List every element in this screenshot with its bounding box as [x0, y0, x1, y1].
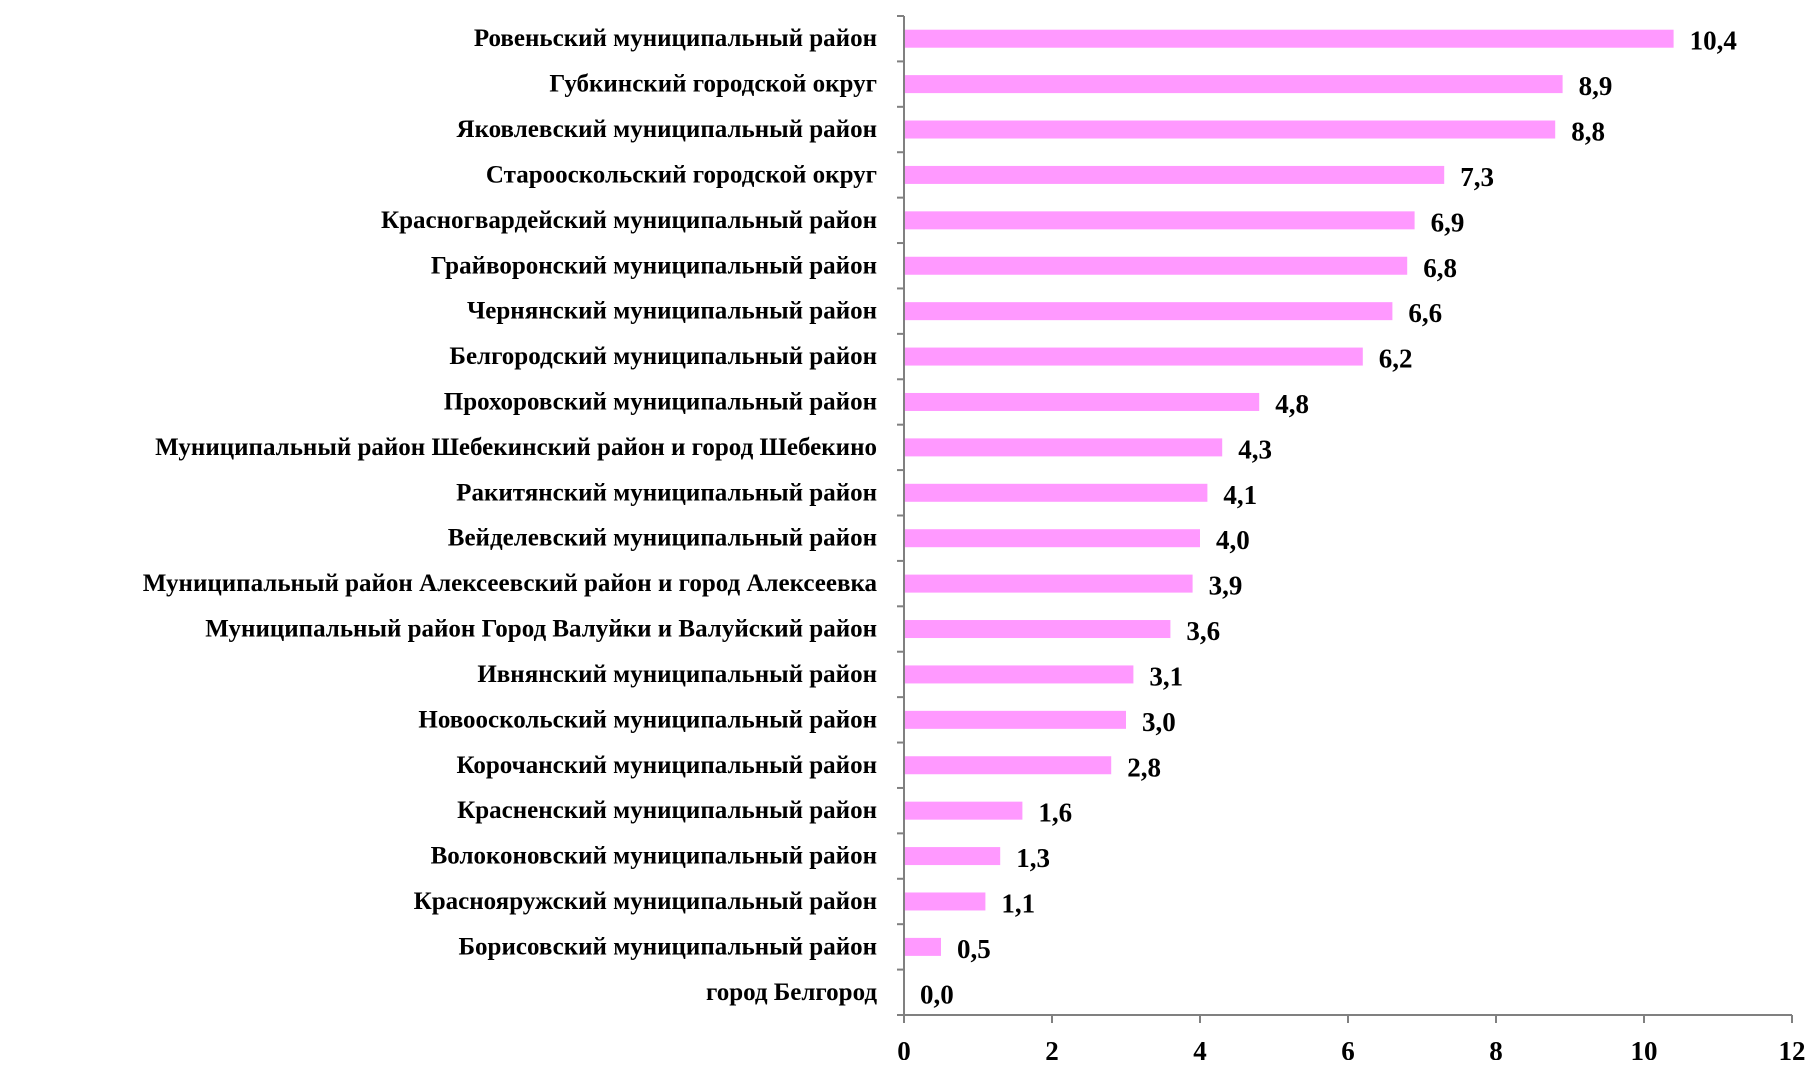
- category-label: Муниципальный район Алексеевский район и…: [143, 570, 878, 597]
- bar-21: [904, 937, 941, 956]
- bar-17: [904, 756, 1112, 775]
- category-labels-group: Ровеньский муниципальный район Губкинский…: [143, 25, 878, 1006]
- category-label: Красненский муниципальный район: [457, 797, 877, 824]
- bar-10: [904, 438, 1223, 457]
- category-label: Грайворонский муниципальный район: [431, 252, 877, 279]
- bar-8: [904, 347, 1363, 366]
- bar-15: [904, 665, 1134, 684]
- value-label: 1,3: [1016, 843, 1050, 873]
- value-label: 4,8: [1275, 389, 1309, 419]
- x-tick-label: 8: [1489, 1036, 1503, 1060]
- x-tick-label: 4: [1193, 1036, 1207, 1060]
- bar-16: [904, 710, 1126, 729]
- value-label: 6,6: [1408, 298, 1442, 328]
- axes-group: 0 2 4 6 8 10 12: [897, 15, 1806, 1065]
- category-label: Новооскольский муниципальный район: [418, 706, 877, 733]
- bar-3: [904, 120, 1556, 139]
- category-label: Муниципальный район Шебекинский район и …: [155, 434, 877, 461]
- bar-6: [904, 256, 1408, 275]
- value-label: 7,3: [1460, 162, 1494, 192]
- category-label: Белгородский муниципальный район: [449, 343, 877, 370]
- bar-2: [904, 75, 1563, 94]
- x-tick-label: 12: [1779, 1036, 1806, 1060]
- category-label: Прохоровский муниципальный район: [444, 388, 877, 415]
- category-label: Борисовский муниципальный район: [459, 933, 877, 960]
- value-label: 10,4: [1690, 26, 1737, 56]
- value-label: 6,8: [1423, 253, 1457, 283]
- value-label: 3,1: [1149, 661, 1183, 691]
- bar-4: [904, 165, 1445, 184]
- value-label: 0,5: [957, 934, 991, 964]
- category-label: Чернянский муниципальный район: [467, 298, 877, 325]
- bar-18: [904, 801, 1023, 820]
- value-label: 6,9: [1431, 207, 1465, 237]
- value-label: 3,0: [1142, 707, 1176, 737]
- category-label: Ивнянский муниципальный район: [477, 661, 877, 688]
- x-tick-label: 10: [1631, 1036, 1658, 1060]
- x-tick-label: 0: [897, 1036, 911, 1060]
- bar-9: [904, 392, 1260, 411]
- value-label: 0,0: [920, 979, 954, 1009]
- value-label: 1,6: [1038, 798, 1072, 828]
- bars-group: [904, 29, 1674, 956]
- value-label: 4,3: [1238, 434, 1272, 464]
- category-label: Волоконовский муниципальный район: [431, 843, 877, 870]
- bar-14: [904, 620, 1171, 639]
- value-label: 8,8: [1571, 117, 1605, 147]
- category-label: Яковлевский муниципальный район: [457, 116, 877, 143]
- bar-13: [904, 574, 1193, 593]
- x-tick-label: 6: [1341, 1036, 1355, 1060]
- value-label: 4,0: [1216, 525, 1250, 555]
- value-label: 1,1: [1001, 888, 1035, 918]
- category-label: Ракитянский муниципальный район: [456, 479, 877, 506]
- x-tick-label: 2: [1045, 1036, 1059, 1060]
- category-label: Корочанский муниципальный район: [456, 752, 877, 779]
- category-label: Губкинский городской округ: [549, 71, 877, 98]
- bar-5: [904, 211, 1415, 230]
- bar-1: [904, 29, 1674, 48]
- value-label: 8,9: [1579, 71, 1613, 101]
- bar-7: [904, 302, 1393, 321]
- category-label: город Белгород: [706, 979, 877, 1006]
- category-label: Муниципальный район Город Валуйки и Валу…: [205, 616, 877, 643]
- bar-19: [904, 847, 1001, 866]
- bar-12: [904, 529, 1200, 548]
- value-label: 3,9: [1209, 571, 1243, 601]
- value-label: 3,6: [1186, 616, 1220, 646]
- bar-11: [904, 483, 1208, 502]
- category-label: Красногвардейский муниципальный район: [381, 207, 877, 234]
- value-labels-group: 10,4 8,9 8,8 7,3 6,9 6,8 6,6 6,2 4,84,3 4,1 4,0 3,9…: [920, 26, 1737, 1010]
- value-label: 4,1: [1223, 480, 1257, 510]
- category-label: Краснояружский муниципальный район: [414, 888, 877, 915]
- category-label: Ровеньский муниципальный район: [474, 25, 877, 52]
- bar-20: [904, 892, 986, 911]
- category-label: Старооскольский городской округ: [486, 161, 877, 188]
- value-label: 6,2: [1379, 344, 1413, 374]
- category-label: Вейделевский муниципальный район: [448, 525, 877, 552]
- value-label: 2,8: [1127, 752, 1161, 782]
